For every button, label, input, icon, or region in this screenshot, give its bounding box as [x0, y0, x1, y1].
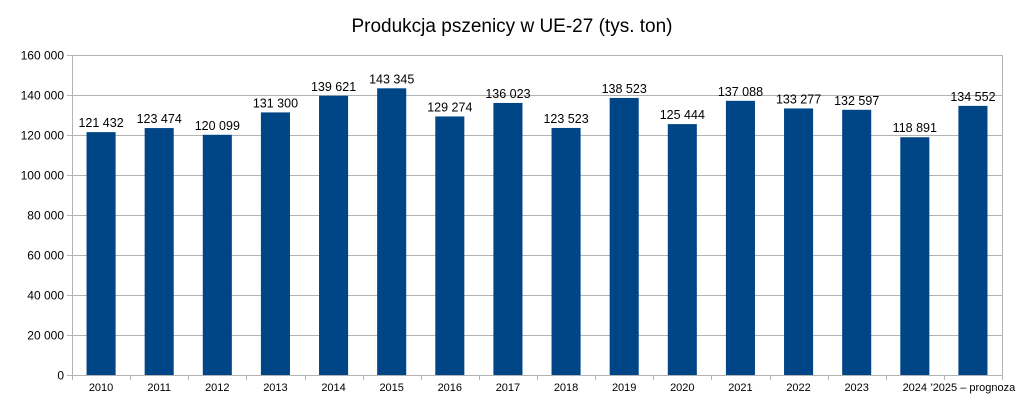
x-tick-label: 2024 — [903, 382, 927, 394]
data-label: 132 597 — [834, 94, 879, 108]
data-label: 129 274 — [427, 100, 472, 114]
x-tick-label: 2010 — [89, 382, 113, 394]
bar — [493, 102, 523, 375]
bar — [784, 108, 814, 376]
bar — [144, 128, 174, 375]
data-label: 138 523 — [602, 82, 647, 96]
data-label: 137 088 — [718, 85, 763, 99]
x-tick-label: 2013 — [263, 382, 287, 394]
data-label: 123 474 — [137, 112, 182, 126]
x-axis-ticks: 2010 2011 2012 2013 2014 2015 2016 2017 2018 2019… — [89, 382, 1016, 394]
bars — [86, 88, 988, 376]
y-tick-label: 20 000 — [27, 329, 64, 343]
bar — [319, 95, 349, 376]
x-tick-label: 2018 — [554, 382, 578, 394]
data-label: 118 891 — [893, 121, 937, 135]
data-label: 131 300 — [253, 96, 298, 110]
bar — [86, 132, 116, 375]
y-tick-label: 60 000 — [27, 249, 64, 263]
x-tick-label: 2016 — [438, 382, 462, 394]
x-tick-label: 2021 — [728, 382, 752, 394]
bar — [958, 105, 988, 376]
x-tick-label: 2017 — [496, 382, 520, 394]
x-tick-label: 2022 — [786, 382, 810, 394]
data-label: 123 523 — [543, 112, 588, 126]
y-tick-label: 0 — [57, 369, 64, 383]
y-tick-label: 80 000 — [27, 209, 64, 223]
x-tick-label: 2020 — [670, 382, 694, 394]
bar — [435, 116, 465, 376]
bar — [725, 100, 755, 375]
y-tick-label: 140 000 — [21, 89, 65, 103]
data-label: 136 023 — [485, 87, 530, 101]
x-tick-label: 2014 — [321, 382, 345, 394]
x-tick-label: 2023 — [844, 382, 868, 394]
bar — [842, 109, 872, 375]
data-label: 139 621 — [311, 80, 356, 94]
data-label: 143 345 — [369, 72, 414, 86]
data-label: 125 444 — [660, 108, 705, 122]
x-tick-label: 2011 — [147, 382, 171, 394]
x-tick-label: 2019 — [612, 382, 636, 394]
y-tick-label: 40 000 — [27, 289, 64, 303]
data-label: 121 432 — [78, 116, 123, 130]
y-tick-label: 120 000 — [21, 129, 65, 143]
y-tick-label: 100 000 — [21, 169, 65, 183]
bar — [377, 88, 407, 375]
chart-title: Produkcja pszenicy w UE-27 (tys. ton) — [351, 16, 672, 37]
bar — [609, 97, 639, 375]
bar — [202, 134, 232, 375]
data-label: 120 099 — [195, 119, 240, 133]
bar — [260, 112, 290, 376]
x-tick-label: 2012 — [205, 382, 229, 394]
bar — [900, 137, 930, 375]
x-tick-label: '2025 – prognoza — [931, 382, 1017, 394]
bar — [667, 124, 697, 375]
x-tick-label: 2015 — [379, 382, 403, 394]
data-label: 134 552 — [950, 90, 995, 104]
data-labels: 121 432 123 474 120 099 131 300 139 621 143 3… — [78, 72, 995, 135]
data-label: 133 277 — [776, 92, 821, 106]
y-axis-ticks: 0 20 000 40 000 60 000 80 000 100 000 120 000 1… — [21, 49, 65, 383]
bar — [551, 127, 581, 375]
y-tick-label: 160 000 — [21, 49, 65, 63]
